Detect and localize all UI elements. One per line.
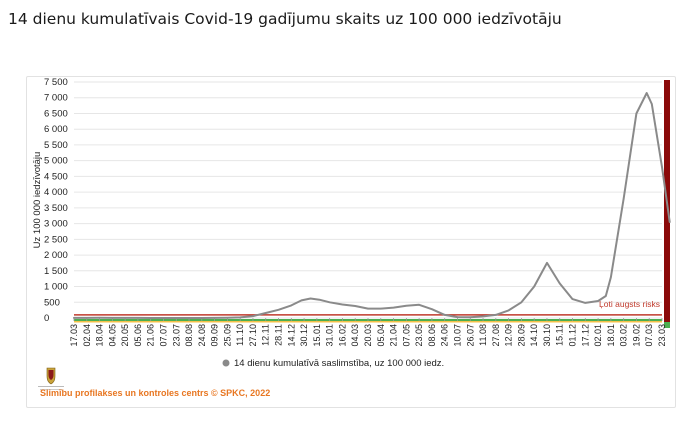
x-tick-label: 08.06 <box>427 324 437 347</box>
x-tick-label: 30.12 <box>299 324 309 347</box>
x-tick-label: 07.05 <box>401 324 411 347</box>
x-tick-label: 28.11 <box>274 324 284 346</box>
x-tick-label: 26.07 <box>465 324 475 347</box>
x-tick-label: 14.12 <box>286 324 296 347</box>
x-tick-label: 21.04 <box>389 324 399 347</box>
y-tick-label: 1 000 <box>44 282 68 293</box>
chart-card <box>26 76 676 408</box>
x-tick-label: 12.11 <box>261 324 271 346</box>
page-title: 14 dienu kumulatīvais Covid-19 gadījumu … <box>8 10 562 28</box>
x-tick-label: 31.01 <box>325 324 335 347</box>
y-tick-label: 4 000 <box>44 187 68 198</box>
x-tick-label: 15.01 <box>312 324 322 347</box>
x-tick-label: 02.04 <box>82 324 92 347</box>
x-tick-label: 19.02 <box>631 324 641 347</box>
x-tick-label: 05.04 <box>376 324 386 347</box>
source-credit: Slimību profilakses un kontroles centrs … <box>40 388 271 398</box>
x-tick-label: 30.10 <box>542 324 552 347</box>
x-tick-label: 18.01 <box>606 324 616 347</box>
x-tick-label: 24.06 <box>440 324 450 347</box>
x-tick-label: 04.05 <box>107 324 117 347</box>
x-tick-label: 01.12 <box>568 324 578 347</box>
x-tick-label: 03.02 <box>619 324 629 347</box>
legend-marker <box>222 359 230 367</box>
series-line <box>73 92 671 319</box>
x-tick-label: 11.08 <box>478 324 488 346</box>
x-tick-label: 02.01 <box>593 324 603 347</box>
x-tick-label: 12.09 <box>504 324 514 347</box>
x-tick-label: 18.04 <box>95 324 105 347</box>
x-tick-label: 23.03 <box>657 324 667 347</box>
x-tick-label: 27.08 <box>491 324 501 347</box>
y-tick-label: 0 <box>44 313 49 324</box>
y-tick-label: 2 500 <box>44 234 68 245</box>
x-tick-label: 09.09 <box>210 324 220 347</box>
y-tick-label: 4 500 <box>44 171 68 182</box>
y-tick-label: 6 000 <box>44 124 68 135</box>
y-tick-label: 500 <box>44 297 60 308</box>
x-tick-label: 16.02 <box>337 324 347 347</box>
x-tick-label: 23.05 <box>414 324 424 347</box>
legend-label: 14 dienu kumulatīvā saslimstība, uz 100 … <box>234 358 444 369</box>
y-tick-label: 7 000 <box>44 93 68 104</box>
y-tick-label: 7 500 <box>44 77 68 88</box>
x-tick-label: 23.07 <box>171 324 181 347</box>
y-tick-label: 6 500 <box>44 108 68 119</box>
x-tick-label: 07.03 <box>644 324 654 347</box>
x-tick-label: 11.10 <box>235 324 245 346</box>
x-tick-label: 20.03 <box>363 324 373 347</box>
y-tick-label: 3 000 <box>44 219 68 230</box>
y-tick-label: 2 000 <box>44 250 68 261</box>
risk-scale-low <box>664 322 670 328</box>
x-tick-label: 27.10 <box>248 324 258 347</box>
x-tick-label: 28.09 <box>516 324 526 347</box>
x-tick-label: 17.03 <box>69 324 79 347</box>
spkc-logo-icon <box>38 367 64 390</box>
x-tick-label: 24.08 <box>197 324 207 347</box>
y-tick-label: 5 000 <box>44 156 68 167</box>
medium-risk-band <box>74 321 662 323</box>
x-tick-label: 14.10 <box>529 324 539 347</box>
x-tick-label: 17.12 <box>580 324 590 347</box>
x-tick-label: 21.06 <box>146 324 156 347</box>
y-tick-label: 5 500 <box>44 140 68 151</box>
x-tick-label: 07.07 <box>158 324 168 347</box>
x-tick-label: 20.05 <box>120 324 130 347</box>
x-tick-label: 05.06 <box>133 324 143 347</box>
threshold-label: Ļoti augsts risks <box>599 299 660 309</box>
y-tick-label: 3 500 <box>44 203 68 214</box>
x-tick-label: 25.09 <box>222 324 232 347</box>
y-tick-label: 1 500 <box>44 266 68 277</box>
x-tick-label: 15.11 <box>555 324 565 346</box>
x-tick-label: 04.03 <box>350 324 360 347</box>
y-axis-label: Uz 100 000 iedzīvotāju <box>32 152 43 249</box>
x-tick-label: 10.07 <box>452 324 462 347</box>
x-tick-label: 08.08 <box>184 324 194 347</box>
